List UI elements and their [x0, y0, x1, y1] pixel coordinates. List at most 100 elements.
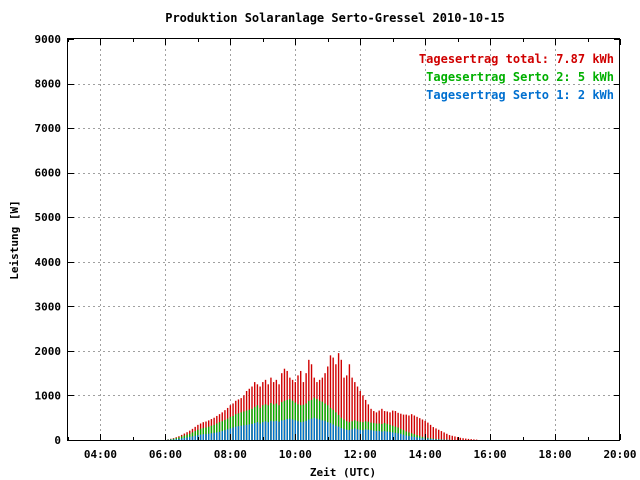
bar-serto-1: [240, 425, 242, 440]
bar-serto-2: [208, 426, 210, 440]
bar-total: [429, 424, 432, 440]
bar-total: [356, 386, 359, 440]
bar-serto-1: [272, 421, 275, 440]
bar-serto-1: [197, 435, 199, 440]
bar-serto-1: [343, 428, 345, 440]
bar-serto-2: [191, 432, 194, 440]
y-tick-label: 3000: [35, 300, 62, 313]
bar-serto-1: [275, 420, 278, 440]
bar-serto-1: [270, 420, 272, 440]
bar-serto-1: [267, 422, 269, 440]
y-tick-label: 4000: [35, 256, 62, 269]
bar-serto-2: [186, 434, 188, 440]
grid-lines: [68, 39, 620, 440]
bar-serto-1: [286, 419, 288, 440]
bar-serto-1: [308, 419, 310, 440]
bar-serto-2: [218, 422, 221, 440]
bar-total: [438, 429, 440, 440]
bar-serto-1: [262, 422, 264, 440]
bar-total: [337, 353, 340, 440]
bar-serto-2: [180, 436, 183, 440]
bar-serto-1: [329, 423, 332, 440]
legend-annotations: Tagesertrag total: 7.87 kWh Tagesertrag S…: [419, 52, 614, 102]
bar-total: [454, 436, 456, 440]
bar-serto-1: [394, 432, 397, 440]
y-tick-label: 5000: [35, 211, 62, 224]
bar-serto-1: [283, 419, 286, 440]
bar-serto-1: [419, 437, 421, 440]
annotation-2: Tagesertrag Serto 1: 2 kWh: [426, 88, 614, 102]
bar-serto-1: [348, 430, 351, 440]
bar-total: [346, 375, 348, 440]
bar-serto-1: [383, 431, 386, 440]
bar-serto-1: [351, 429, 353, 440]
bar-total: [416, 416, 418, 440]
bar-total: [335, 364, 337, 440]
y-tick-label: 1000: [35, 389, 62, 402]
bar-total: [473, 439, 475, 440]
bar-total: [364, 399, 367, 440]
bar-serto-1: [429, 438, 432, 440]
bar-serto-2: [216, 423, 218, 440]
bar-total: [354, 382, 356, 440]
bar-serto-1: [183, 438, 186, 440]
bar-serto-1: [210, 433, 213, 440]
bar-total: [470, 439, 472, 440]
bar-total: [327, 366, 329, 440]
bar-serto-1: [375, 431, 378, 440]
bar-serto-1: [386, 431, 388, 440]
x-axis-label: Zeit (UTC): [310, 466, 376, 479]
bar-serto-1: [232, 427, 234, 440]
bar-serto-1: [245, 424, 248, 440]
bar-total: [397, 412, 399, 440]
bar-serto-1: [202, 434, 204, 440]
bar-serto-2: [205, 427, 207, 440]
bar-serto-1: [370, 430, 372, 440]
bar-serto-2: [194, 431, 196, 440]
bar-serto-1: [438, 439, 440, 440]
bar-serto-2: [175, 438, 177, 440]
bar-total: [402, 414, 405, 440]
bar-total: [392, 410, 394, 440]
bar-serto-1: [405, 435, 407, 440]
bar-serto-1: [410, 436, 413, 440]
bar-serto-1: [408, 435, 410, 440]
bar-serto-1: [237, 426, 240, 440]
bar-serto-2: [199, 428, 202, 440]
x-tick-labels: 04:00 06:00 08:00 10:00 12:00 14:00 16:00 18:00…: [84, 448, 637, 461]
bar-serto-1: [264, 421, 267, 440]
bar-serto-1: [216, 432, 218, 440]
bar-total: [329, 355, 332, 440]
bar-serto-1: [362, 430, 364, 440]
bar-serto-1: [251, 423, 253, 440]
bar-serto-2: [183, 435, 186, 440]
bar-serto-2: [226, 418, 229, 440]
bar-serto-2: [224, 419, 226, 440]
bar-serto-1: [259, 423, 261, 440]
plot-frame: [67, 38, 620, 441]
bar-serto-1: [318, 419, 321, 440]
bar-serto-1: [356, 429, 359, 440]
bar-serto-1: [337, 426, 340, 440]
bar-serto-1: [224, 430, 226, 440]
bar-serto-1: [392, 432, 394, 440]
bar-total: [465, 438, 467, 440]
bar-serto-1: [367, 429, 370, 440]
bar-serto-1: [302, 421, 305, 440]
bar-serto-1: [413, 436, 416, 440]
x-tick-label: 14:00: [409, 448, 442, 461]
bar-total: [408, 415, 410, 440]
y-tick-label: 7000: [35, 122, 62, 135]
bar-total: [448, 435, 451, 440]
y-tick-label: 8000: [35, 78, 62, 91]
bar-total: [467, 438, 470, 440]
bar-serto-2: [202, 427, 204, 440]
bar-serto-1: [389, 431, 391, 440]
x-tick-label: 04:00: [84, 448, 117, 461]
annotation-0: Tagesertrag total: 7.87 kWh: [419, 52, 614, 66]
y-tick-label: 0: [54, 434, 61, 447]
bar-total: [443, 432, 445, 440]
bar-serto-1: [373, 430, 375, 440]
bar-serto-1: [421, 438, 424, 440]
bar-serto-1: [427, 438, 429, 440]
